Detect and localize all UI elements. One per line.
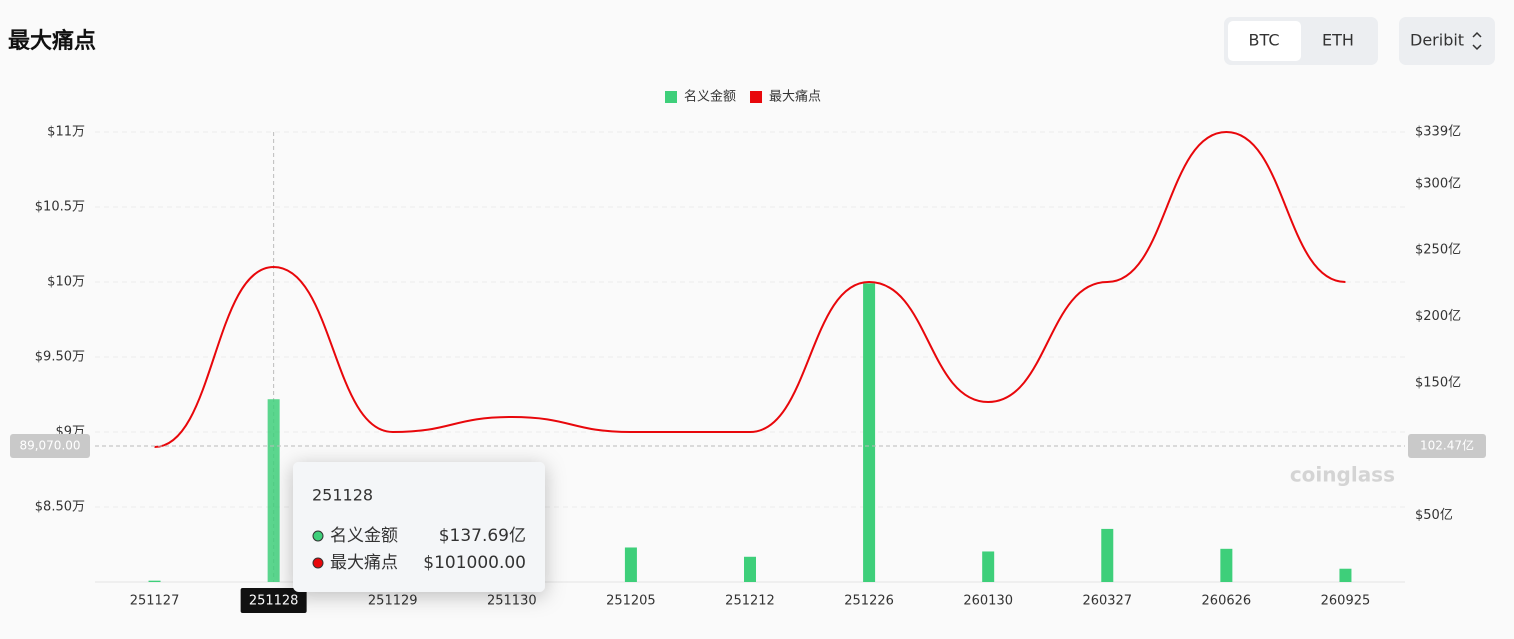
y2-tick-label: $50亿 <box>1415 508 1453 523</box>
legend-swatch <box>750 91 763 103</box>
bar <box>1101 528 1114 582</box>
plot: $8.50万$9万$9.50万$10万$10.5万$11万$50亿$150亿$2… <box>10 89 1486 613</box>
coin-button[interactable]: ETH <box>1322 31 1354 50</box>
x-tick-label: 251129 <box>368 594 418 609</box>
y2-tick-label: $250亿 <box>1415 243 1461 258</box>
bar <box>624 547 637 582</box>
bar <box>863 283 876 582</box>
watermark: coinglass <box>1290 463 1395 487</box>
coin-active[interactable] <box>1228 21 1301 61</box>
coin-button[interactable]: BTC <box>1249 31 1280 50</box>
crosshair-label-box <box>10 433 90 458</box>
x-tick-label: 260327 <box>1082 594 1132 609</box>
exchange-select[interactable] <box>1399 17 1495 65</box>
page-title: 最大痛点 <box>8 28 96 54</box>
bar <box>1339 568 1352 582</box>
x-label-highlight <box>240 588 307 613</box>
x-tick-label: 260626 <box>1202 594 1252 609</box>
y2-tick-label: $200亿 <box>1415 309 1461 324</box>
tooltip-title: 251128 <box>312 486 373 505</box>
tooltip-name: 名义金额 <box>330 526 398 546</box>
tooltip-value: $137.69亿 <box>439 526 526 546</box>
bar <box>982 551 995 582</box>
y-tick-label: $10.5万 <box>35 200 85 215</box>
tooltip-dot <box>312 530 324 542</box>
legend-swatch <box>665 91 677 103</box>
y2-tick-label: $339亿 <box>1415 125 1461 140</box>
bar <box>744 556 756 582</box>
tooltip-name: 最大痛点 <box>330 553 398 573</box>
y-tick-label: $11万 <box>47 125 85 140</box>
bar <box>267 399 280 582</box>
crosshair-label-box <box>1408 433 1486 458</box>
y-tick-label: $10万 <box>47 275 85 290</box>
y-tick-label: $8.50万 <box>35 500 85 515</box>
bar <box>148 580 161 582</box>
x-tick-label: 251130 <box>487 594 537 609</box>
x-tick-label: 251226 <box>844 594 894 609</box>
tooltip-value: $101000.00 <box>423 553 526 573</box>
exchange-label[interactable]: Deribit <box>1410 31 1464 50</box>
legend-label: 名义金额 <box>684 89 736 105</box>
bar <box>1220 548 1233 582</box>
y2-tick-label: $300亿 <box>1415 176 1461 191</box>
crosshair-label: 102.47亿 <box>1420 437 1474 452</box>
x-tick-label: 260130 <box>963 594 1013 609</box>
legend-label: 最大痛点 <box>769 89 821 105</box>
tooltip-box <box>293 462 545 592</box>
tooltip-dot <box>312 557 324 569</box>
y2-tick-label: $150亿 <box>1415 375 1461 390</box>
x-tick-label: 251205 <box>606 594 656 609</box>
x-tick-label: 251127 <box>130 594 180 609</box>
y-tick-label: $9.50万 <box>35 350 85 365</box>
line <box>154 130 1346 448</box>
x-tick-label: 251128 <box>249 594 299 609</box>
x-tick-label: 251212 <box>725 594 775 609</box>
crosshair-label: 89,070.00 <box>19 438 80 452</box>
select-icon <box>1472 31 1482 51</box>
x-tick-label: 260925 <box>1321 594 1371 609</box>
